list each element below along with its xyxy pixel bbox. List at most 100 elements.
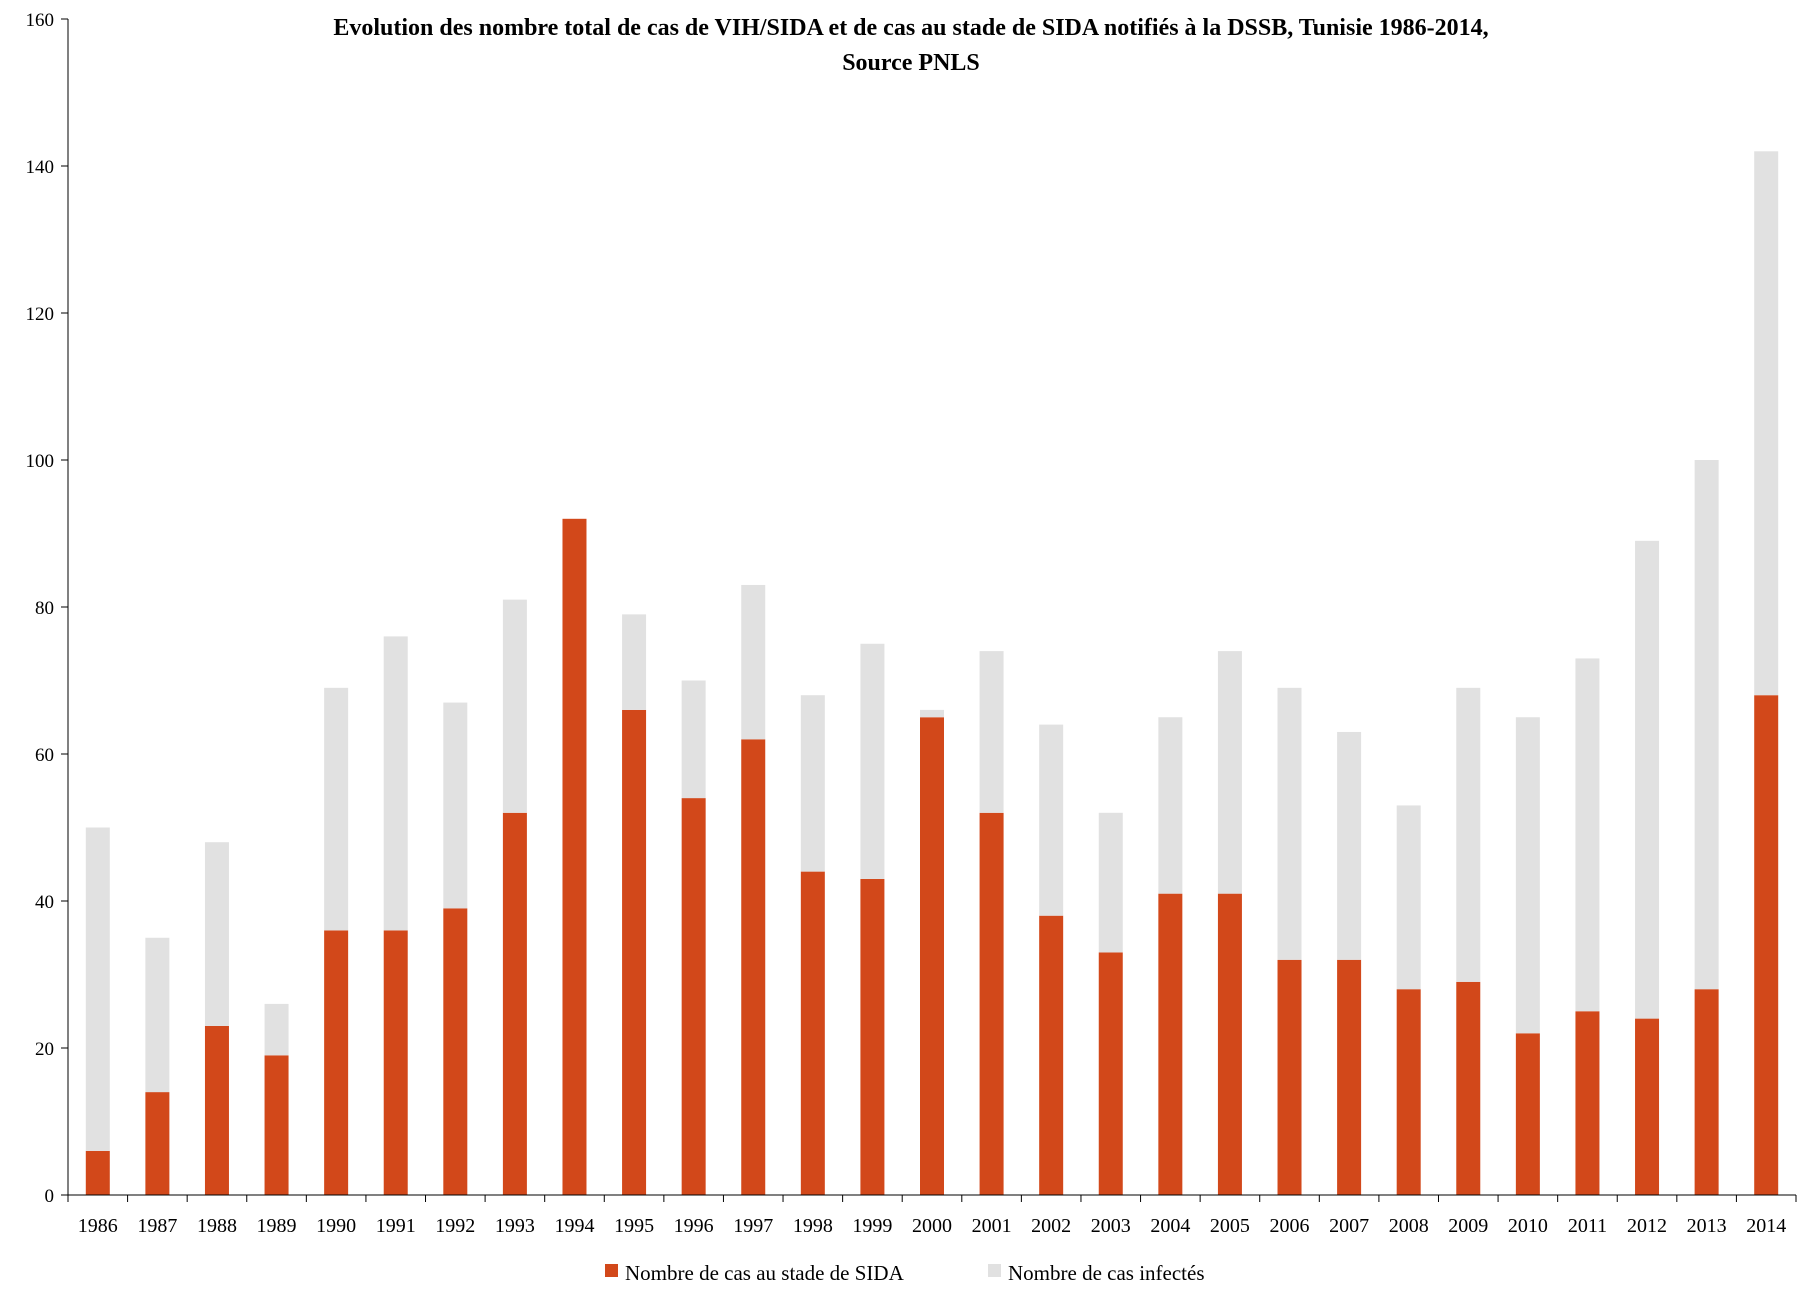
x-tick-label: 2006: [1270, 1215, 1310, 1237]
x-tick-label: 1988: [197, 1215, 237, 1237]
y-axis: 0 20 40 60 80 100 120 140 160: [26, 10, 69, 1207]
bar-infectes-1990: [324, 687, 349, 931]
bar-infectes-1998: [800, 695, 825, 872]
bar-sida-2010: [1515, 1033, 1540, 1195]
x-tick-label: 1991: [376, 1215, 416, 1237]
x-axis: 1986 1987 1988 1989 1990 1991 1992 1993 1994 1995…: [67, 1194, 1797, 1237]
legend-label: Nombre de cas infectés: [1008, 1261, 1205, 1285]
bar-infectes-2000: [920, 709, 944, 718]
bar-infectes-2005: [1217, 651, 1242, 894]
bar-sida-2007: [1337, 959, 1362, 1195]
bars: [85, 151, 1779, 1195]
x-tick-label: 2014: [1746, 1215, 1786, 1237]
x-tick-label: 1986: [78, 1215, 118, 1237]
x-tick-label: 2003: [1091, 1215, 1131, 1237]
bar-infectes-1988: [204, 842, 229, 1026]
bar-sida-2012: [1635, 1018, 1660, 1195]
bar-infectes-1987: [145, 937, 170, 1093]
x-tick-label: 2009: [1448, 1215, 1488, 1237]
x-tick-label: 1997: [733, 1215, 773, 1237]
bar-sida-1995: [622, 709, 647, 1195]
bar-infectes-1992: [443, 702, 468, 909]
y-tick-label: 0: [45, 1186, 55, 1207]
chart-title: Evolution des nombre total de cas de VIH…: [333, 15, 1488, 41]
x-tick-label: 2007: [1329, 1215, 1369, 1237]
legend: Nombre de cas au stade de SIDA Nombre de …: [605, 1261, 1205, 1285]
chart-subtitle: Source PNLS: [842, 50, 980, 76]
bar-infectes-2003: [1098, 812, 1123, 953]
bar-sida-2008: [1396, 989, 1421, 1195]
x-tick-label: 1998: [793, 1215, 833, 1237]
y-tick-label: 60: [35, 745, 54, 766]
bar-infectes-1989: [264, 1003, 289, 1056]
bar-sida-1998: [800, 871, 825, 1195]
bar-infectes-2011: [1575, 658, 1600, 1012]
bar-sida-2000: [920, 717, 944, 1195]
bar-sida-1991: [383, 930, 408, 1195]
bar-sida-1993: [502, 812, 527, 1195]
x-tick-label: 2001: [972, 1215, 1012, 1237]
legend-label: Nombre de cas au stade de SIDA: [625, 1261, 905, 1285]
x-tick-label: 1999: [852, 1215, 892, 1237]
x-tick-label: 1994: [554, 1215, 594, 1237]
bar-sida-2014: [1754, 695, 1779, 1195]
bar-sida-2002: [1039, 915, 1064, 1195]
bar-sida-1994: [562, 518, 587, 1195]
bar-infectes-2002: [1039, 724, 1064, 916]
x-tick-label: 2005: [1210, 1215, 1250, 1237]
y-tick-label: 100: [26, 451, 55, 472]
x-tick-label: 2011: [1568, 1215, 1607, 1237]
bar-infectes-2012: [1635, 540, 1660, 1019]
bar-sida-1999: [860, 878, 885, 1195]
bar-sida-2003: [1098, 952, 1123, 1195]
bar-sida-2006: [1277, 959, 1302, 1195]
y-tick-label: 20: [35, 1039, 54, 1060]
bar-sida-2005: [1217, 893, 1242, 1195]
legend-swatch: [988, 1264, 1001, 1277]
x-tick-label: 2010: [1508, 1215, 1548, 1237]
bar-infectes-1991: [383, 636, 408, 931]
bar-infectes-1997: [741, 584, 766, 740]
bar-infectes-2006: [1277, 687, 1302, 960]
x-tick-label: 1989: [257, 1215, 297, 1237]
x-tick-label: 2012: [1627, 1215, 1667, 1237]
y-tick-label: 120: [26, 304, 55, 325]
bar-sida-1987: [145, 1092, 170, 1195]
x-tick-label: 2013: [1687, 1215, 1727, 1237]
y-tick-label: 40: [35, 892, 54, 913]
bar-sida-1990: [324, 930, 349, 1195]
y-tick-label: 80: [35, 598, 54, 619]
bar-infectes-1986: [85, 827, 110, 1151]
bar-infectes-2009: [1456, 687, 1481, 982]
bar-sida-2009: [1456, 981, 1481, 1195]
x-tick-label: 1992: [435, 1215, 475, 1237]
bar-sida-1996: [681, 798, 706, 1195]
x-tick-label: 2000: [912, 1215, 952, 1237]
bar-infectes-2004: [1158, 717, 1183, 894]
bar-infectes-2001: [979, 651, 1004, 813]
bar-sida-1992: [443, 908, 468, 1195]
legend-swatch: [605, 1264, 618, 1277]
bar-infectes-2008: [1396, 805, 1421, 990]
bar-sida-1989: [264, 1055, 289, 1195]
x-tick-label: 1995: [614, 1215, 654, 1237]
x-tick-label: 2004: [1150, 1215, 1190, 1237]
y-tick-label: 160: [26, 10, 55, 31]
x-tick-label: 2002: [1031, 1215, 1071, 1237]
x-tick-label: 1990: [316, 1215, 356, 1237]
x-tick-label: 2008: [1389, 1215, 1429, 1237]
x-tick-label: 1987: [137, 1215, 177, 1237]
y-tick-label: 140: [26, 157, 55, 178]
x-tick-label: 1993: [495, 1215, 535, 1237]
bar-infectes-1995: [622, 614, 647, 710]
bar-infectes-2010: [1515, 717, 1540, 1034]
bar-sida-2011: [1575, 1011, 1600, 1195]
bar-infectes-2014: [1754, 151, 1779, 696]
bar-infectes-2007: [1337, 731, 1362, 960]
bar-sida-1997: [741, 739, 766, 1195]
bar-infectes-2013: [1694, 460, 1719, 990]
bar-sida-2004: [1158, 893, 1183, 1195]
bar-infectes-1993: [502, 599, 527, 813]
bar-sida-2013: [1694, 989, 1719, 1195]
